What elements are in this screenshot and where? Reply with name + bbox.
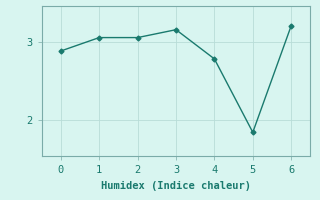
X-axis label: Humidex (Indice chaleur): Humidex (Indice chaleur) xyxy=(101,181,251,191)
